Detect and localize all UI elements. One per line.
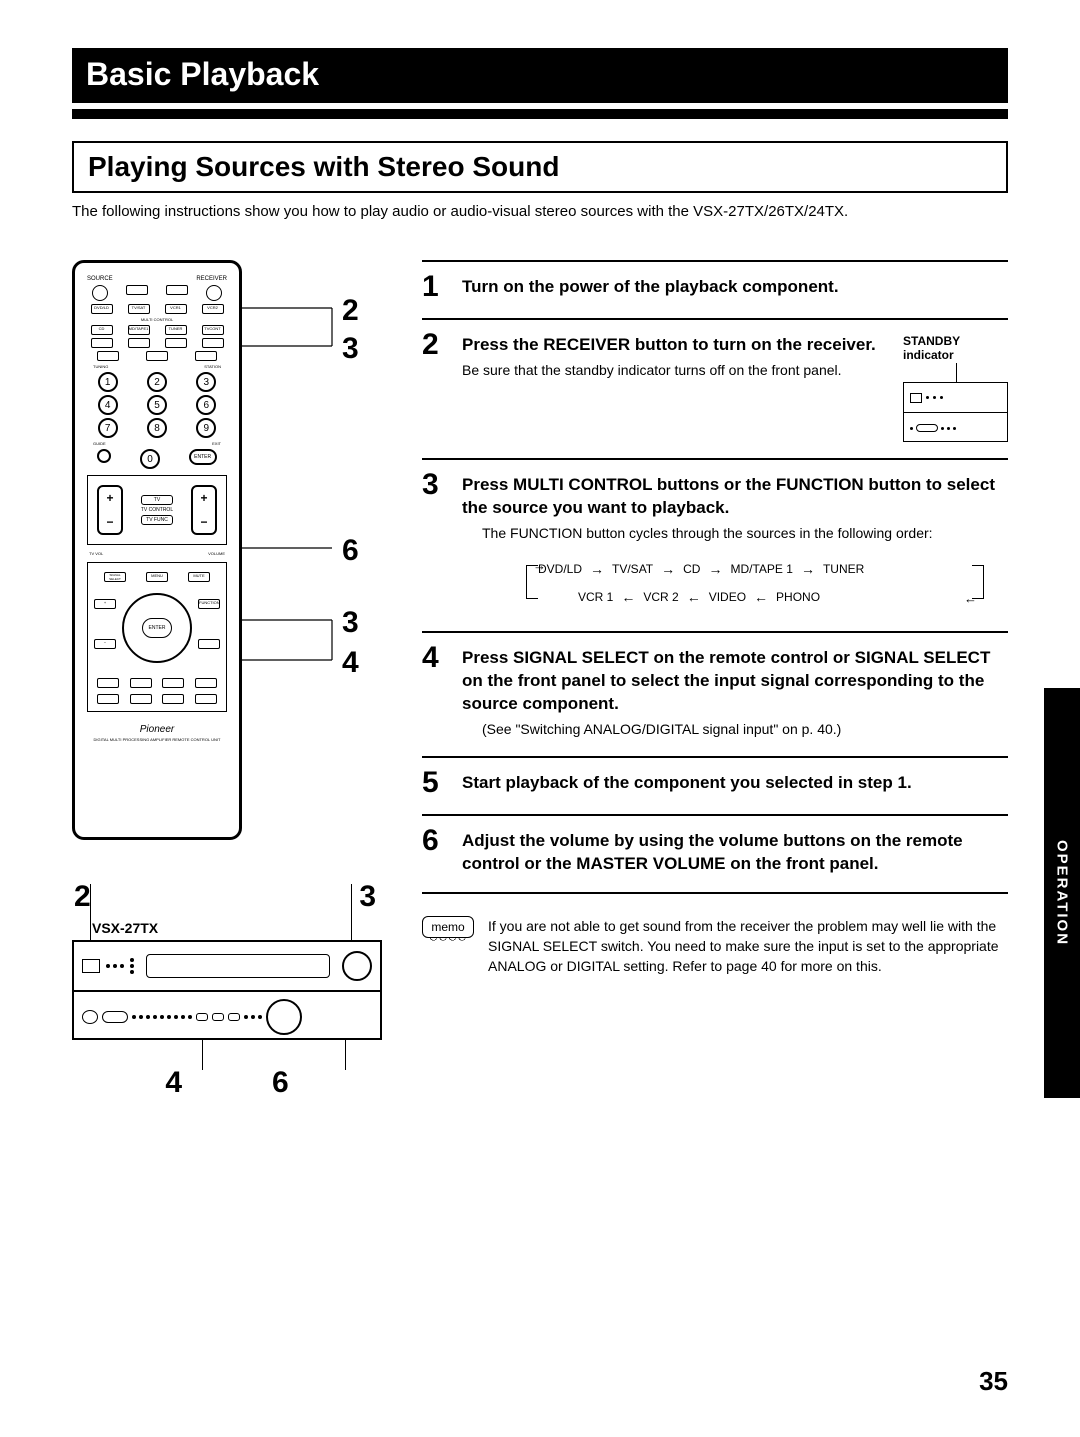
- step-4: 4Press SIGNAL SELECT on the remote contr…: [422, 631, 1008, 755]
- step-title: Press MULTI CONTROL buttons or the FUNCT…: [462, 474, 1008, 520]
- standby-label: STANDBYindicator: [903, 334, 1008, 362]
- receiver-callout-6: 6: [272, 1066, 289, 1100]
- page-number: 35: [979, 1366, 1008, 1397]
- step-6: 6 Adjust the volume by using the volume b…: [422, 814, 1008, 894]
- step-number: 3: [422, 470, 448, 615]
- intro-text: The following instructions show you how …: [72, 203, 1008, 220]
- step-number: 1: [422, 272, 448, 302]
- source-cycle-diagram: DVD/LD→TV/SAT→CD→MD/TAPE 1→TUNERVCR 1←VC…: [502, 555, 1008, 615]
- step-number: 5: [422, 768, 448, 798]
- remote-callout-4: 4: [342, 646, 359, 680]
- step-number: 2: [422, 330, 448, 442]
- side-tab-operation: OPERATION: [1044, 688, 1080, 1098]
- memo-note: memo If you are not able to get sound fr…: [422, 916, 1008, 977]
- section-title: Playing Sources with Stereo Sound: [72, 141, 1008, 193]
- step-title: Adjust the volume by using the volume bu…: [462, 830, 1008, 876]
- receiver-model: VSX-27TX: [92, 920, 382, 936]
- remote-diagram: SOURCE RECEIVER DVD/LDTV/SATVCR1VCR2 MUL…: [72, 260, 382, 840]
- standby-indicator-diagram: STANDBYindicator: [903, 334, 1008, 442]
- step-title: Press SIGNAL SELECT on the remote contro…: [462, 647, 1008, 716]
- step-5: 5 Start playback of the component you sel…: [422, 756, 1008, 814]
- step-3: 3 Press MULTI CONTROL buttons or the FUNC…: [422, 458, 1008, 631]
- remote-callout-6: 6: [342, 534, 359, 568]
- receiver-diagram: 2 3 VSX-27TX: [72, 880, 382, 1100]
- step-title: Turn on the power of the playback compon…: [462, 276, 1008, 299]
- remote-callout-3a: 3: [342, 332, 359, 366]
- memo-text: If you are not able to get sound from th…: [488, 916, 1008, 977]
- chapter-title: Basic Playback: [72, 48, 1008, 103]
- receiver-callout-4: 4: [165, 1066, 182, 1100]
- divider: [72, 109, 1008, 119]
- step-number: 6: [422, 826, 448, 876]
- remote-callout-2: 2: [342, 294, 359, 328]
- step-1: 1 Turn on the power of the playback compo…: [422, 260, 1008, 318]
- remote-callout-3b: 3: [342, 606, 359, 640]
- receiver-callout-3: 3: [359, 880, 376, 914]
- step-description: (See "Switching ANALOG/DIGITAL signal in…: [462, 720, 1008, 740]
- step-2: 2STANDBYindicatorPress the RECEIVER butt…: [422, 318, 1008, 458]
- receiver-callout-2: 2: [74, 880, 91, 914]
- step-number: 4: [422, 643, 448, 739]
- memo-badge: memo: [422, 916, 474, 938]
- step-description: The FUNCTION button cycles through the s…: [462, 524, 1008, 544]
- step-title: Start playback of the component you sele…: [462, 772, 1008, 795]
